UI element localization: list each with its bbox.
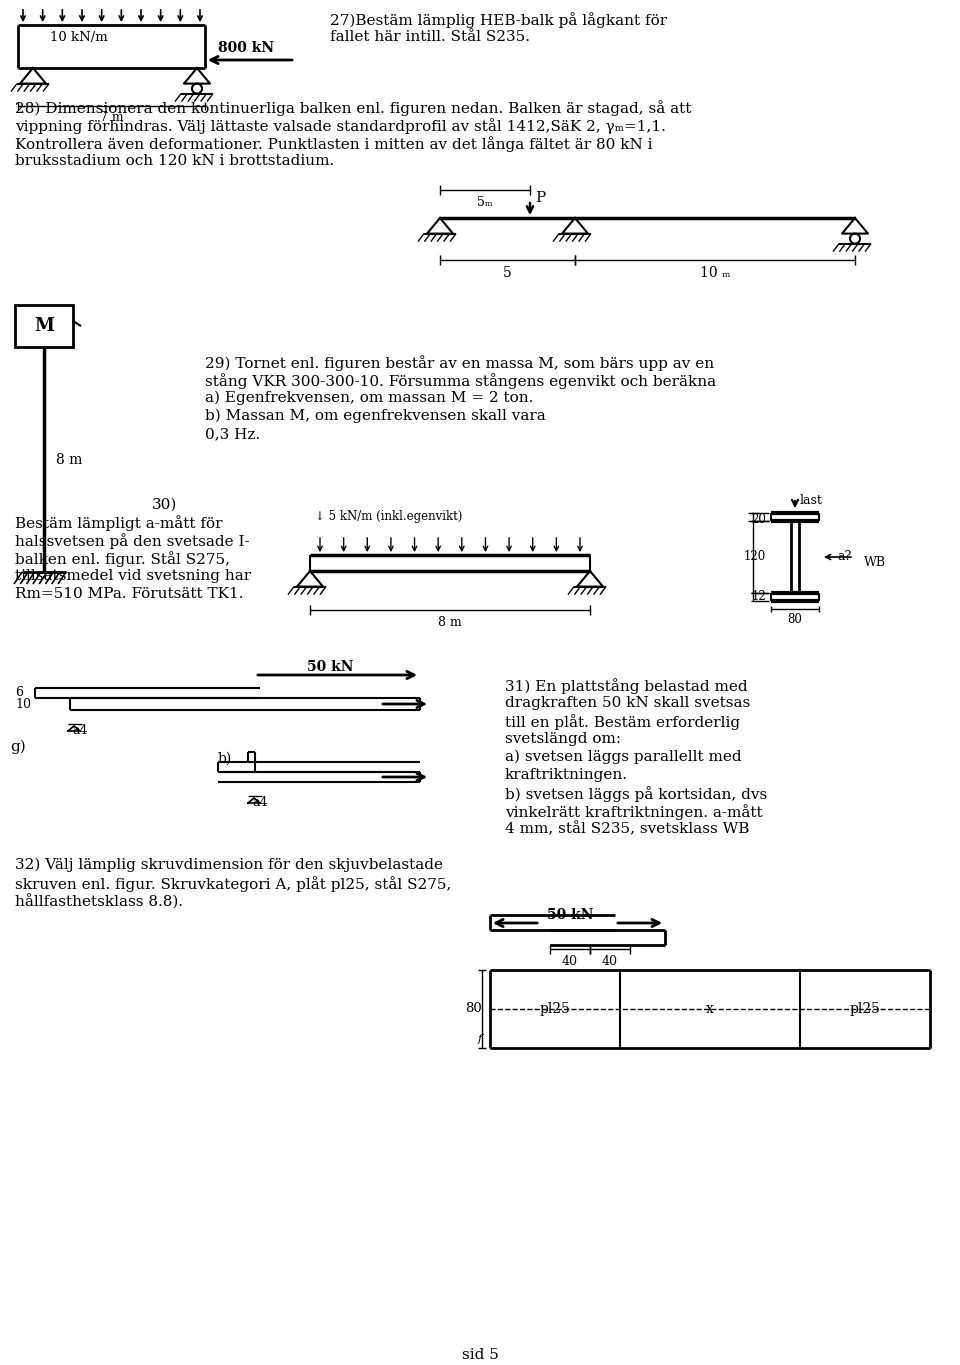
Text: till en plåt. Bestäm erforderlig: till en plåt. Bestäm erforderlig xyxy=(505,714,740,730)
Text: ↓ 5 kN/m (inkl.egenvikt): ↓ 5 kN/m (inkl.egenvikt) xyxy=(315,511,463,523)
Text: vinkelrätt kraftriktningen. a-mått: vinkelrätt kraftriktningen. a-mått xyxy=(505,804,762,820)
Text: Bestäm lämpligt a-mått för: Bestäm lämpligt a-mått för xyxy=(15,515,223,531)
Text: 29) Tornet enl. figuren består av en massa M, som bärs upp av en: 29) Tornet enl. figuren består av en mas… xyxy=(205,355,714,371)
Text: 80: 80 xyxy=(787,613,803,627)
Text: b) Massan M, om egenfrekvensen skall vara: b) Massan M, om egenfrekvensen skall var… xyxy=(205,410,545,423)
Text: stång VKR 300-300-10. Försumma stångens egenvikt och beräkna: stång VKR 300-300-10. Försumma stångens … xyxy=(205,373,716,389)
Text: 10: 10 xyxy=(15,699,31,711)
Text: f: f xyxy=(478,1035,482,1044)
Text: balken enl. figur. Stål S275,: balken enl. figur. Stål S275, xyxy=(15,551,230,566)
Text: 6: 6 xyxy=(15,687,23,699)
Text: WB: WB xyxy=(864,556,886,568)
Text: Rm=510 MPa. Förutsätt TK1.: Rm=510 MPa. Förutsätt TK1. xyxy=(15,587,244,601)
Text: 12: 12 xyxy=(752,591,766,603)
Text: a4: a4 xyxy=(252,796,268,809)
Text: Kontrollera även deformationer. Punktlasten i mitten av det långa fältet är 80 k: Kontrollera även deformationer. Punktlas… xyxy=(15,136,653,152)
Text: 10 ₘ: 10 ₘ xyxy=(700,266,731,280)
Text: vippning förhindras. Välj lättaste valsade standardprofil av stål 1412,SäK 2, γₘ: vippning förhindras. Välj lättaste valsa… xyxy=(15,117,666,134)
Text: b): b) xyxy=(218,752,232,766)
Text: 8 m: 8 m xyxy=(438,616,462,629)
Text: 0,3 Hz.: 0,3 Hz. xyxy=(205,427,260,441)
Text: svetslängd om:: svetslängd om: xyxy=(505,732,621,747)
Text: a?: a? xyxy=(837,550,852,564)
Text: skruven enl. figur. Skruvkategori A, plåt pl25, stål S275,: skruven enl. figur. Skruvkategori A, plå… xyxy=(15,876,451,891)
Text: 4 mm, stål S235, svetsklass WB: 4 mm, stål S235, svetsklass WB xyxy=(505,822,750,837)
Text: 27)Bestäm lämplig HEB-balk på lågkant för: 27)Bestäm lämplig HEB-balk på lågkant fö… xyxy=(330,12,667,27)
Text: 50 kN: 50 kN xyxy=(547,908,593,921)
Text: pl25: pl25 xyxy=(850,1002,880,1016)
Text: 31) En plattstång belastad med: 31) En plattstång belastad med xyxy=(505,678,748,693)
Text: 5: 5 xyxy=(503,266,512,280)
Text: a) Egenfrekvensen, om massan M = 2 ton.: a) Egenfrekvensen, om massan M = 2 ton. xyxy=(205,390,534,405)
Text: 8 m: 8 m xyxy=(56,453,83,467)
Text: 5ₘ: 5ₘ xyxy=(477,197,492,209)
Text: 120: 120 xyxy=(744,550,766,564)
Text: kraftriktningen.: kraftriktningen. xyxy=(505,768,628,782)
Text: 40: 40 xyxy=(602,955,618,968)
Text: 50 kN: 50 kN xyxy=(307,661,353,674)
Text: a) svetsen läggs parallellt med: a) svetsen läggs parallellt med xyxy=(505,749,742,764)
Text: 800 kN: 800 kN xyxy=(218,41,275,55)
Text: M: M xyxy=(34,317,54,334)
Text: pl25: pl25 xyxy=(540,1002,570,1016)
Text: sid 5: sid 5 xyxy=(462,1349,498,1362)
Text: g): g) xyxy=(10,740,26,755)
Text: a4: a4 xyxy=(72,723,87,737)
Text: hållfasthetsklass 8.8).: hållfasthetsklass 8.8). xyxy=(15,894,183,909)
Text: fallet här intill. Stål S235.: fallet här intill. Stål S235. xyxy=(330,30,530,44)
Text: b) svetsen läggs på kortsidan, dvs: b) svetsen läggs på kortsidan, dvs xyxy=(505,786,767,801)
Text: 10 kN/m: 10 kN/m xyxy=(50,31,108,45)
Text: last: last xyxy=(800,494,823,508)
Text: 32) Välj lämplig skruvdimension för den skjuvbelastade: 32) Välj lämplig skruvdimension för den … xyxy=(15,859,443,872)
Text: 80: 80 xyxy=(466,1002,482,1016)
Text: bruksstadium och 120 kN i brottstadium.: bruksstadium och 120 kN i brottstadium. xyxy=(15,154,334,168)
Text: dragkraften 50 kN skall svetsas: dragkraften 50 kN skall svetsas xyxy=(505,696,751,710)
Text: tillsatsmedel vid svetsning har: tillsatsmedel vid svetsning har xyxy=(15,569,252,583)
Text: 20: 20 xyxy=(751,513,766,526)
Text: 28) Dimensionera den kontinuerliga balken enl. figuren nedan. Balken är stagad, : 28) Dimensionera den kontinuerliga balke… xyxy=(15,100,691,116)
Text: halssvetsen på den svetsade I-: halssvetsen på den svetsade I- xyxy=(15,532,250,549)
Text: x: x xyxy=(706,1002,714,1016)
Text: 7 m: 7 m xyxy=(100,111,123,124)
Text: P: P xyxy=(535,191,545,205)
Text: 30): 30) xyxy=(153,498,178,512)
Text: 40: 40 xyxy=(562,955,578,968)
Bar xyxy=(15,304,73,347)
